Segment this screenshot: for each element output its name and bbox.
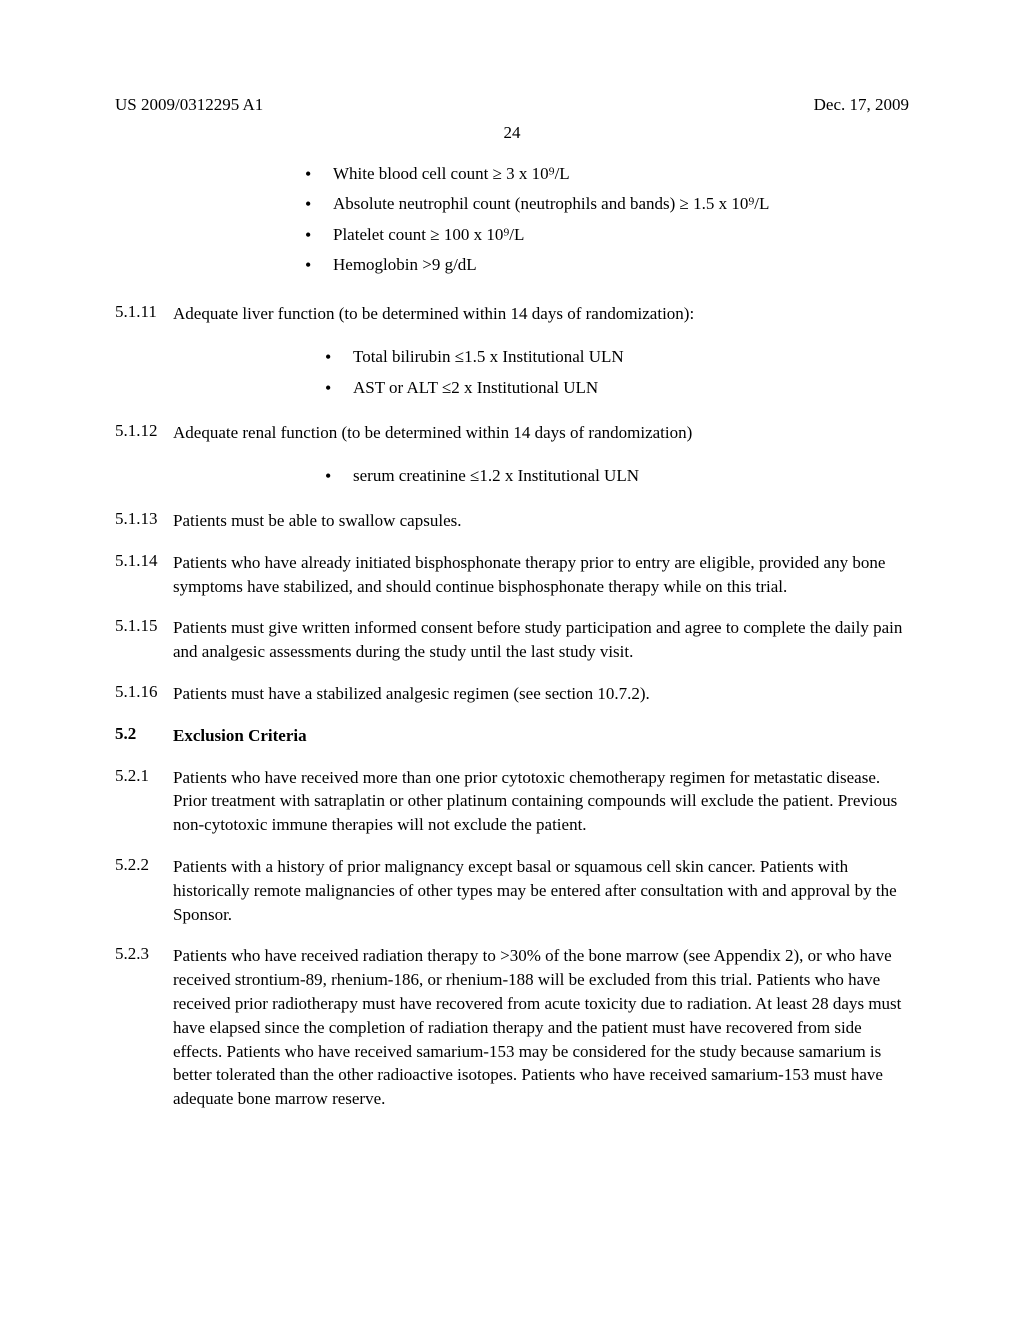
section-5-1-14: 5.1.14 Patients who have already initiat… (115, 551, 909, 599)
section-body: Patients must have a stabilized analgesi… (173, 682, 909, 706)
section-5-1-11-bullets: Total bilirubin ≤1.5 x Institutional ULN… (115, 344, 909, 401)
section-5-2-2: 5.2.2 Patients with a history of prior m… (115, 855, 909, 926)
section-body: Patients must be able to swallow capsule… (173, 509, 909, 533)
section-title: Exclusion Criteria (173, 724, 909, 748)
section-5-1-12-bullets: serum creatinine ≤1.2 x Institutional UL… (115, 463, 909, 489)
section-number: 5.2.2 (115, 855, 173, 926)
section-number: 5.2.1 (115, 766, 173, 837)
section-body: Patients who have already initiated bisp… (173, 551, 909, 599)
list-item: AST or ALT ≤2 x Institutional ULN (325, 375, 909, 401)
section-5-1-11: 5.1.11 Adequate liver function (to be de… (115, 302, 909, 326)
list-item: Hemoglobin >9 g/dL (305, 252, 909, 278)
section-number: 5.2 (115, 724, 173, 748)
section-5-2-1: 5.2.1 Patients who have received more th… (115, 766, 909, 837)
top-bullet-list: White blood cell count ≥ 3 x 10⁹/L Absol… (115, 161, 909, 278)
section-number: 5.1.14 (115, 551, 173, 599)
section-body: Patients with a history of prior maligna… (173, 855, 909, 926)
page-content: US 2009/0312295 A1 Dec. 17, 2009 24 Whit… (0, 0, 1024, 1189)
section-5-2-heading: 5.2 Exclusion Criteria (115, 724, 909, 748)
page-header: US 2009/0312295 A1 Dec. 17, 2009 (115, 95, 909, 115)
header-left: US 2009/0312295 A1 (115, 95, 263, 115)
section-number: 5.2.3 (115, 944, 173, 1111)
header-right: Dec. 17, 2009 (814, 95, 909, 115)
section-number: 5.1.15 (115, 616, 173, 664)
list-item: Total bilirubin ≤1.5 x Institutional ULN (325, 344, 909, 370)
page-number: 24 (115, 123, 909, 143)
section-number: 5.1.12 (115, 421, 173, 445)
section-body: Patients who have received radiation the… (173, 944, 909, 1111)
section-number: 5.1.11 (115, 302, 173, 326)
list-item: Platelet count ≥ 100 x 10⁹/L (305, 222, 909, 248)
section-body: Adequate liver function (to be determine… (173, 302, 909, 326)
section-5-1-13: 5.1.13 Patients must be able to swallow … (115, 509, 909, 533)
list-item: White blood cell count ≥ 3 x 10⁹/L (305, 161, 909, 187)
section-5-1-12: 5.1.12 Adequate renal function (to be de… (115, 421, 909, 445)
section-5-1-16: 5.1.16 Patients must have a stabilized a… (115, 682, 909, 706)
section-number: 5.1.16 (115, 682, 173, 706)
section-5-2-3: 5.2.3 Patients who have received radiati… (115, 944, 909, 1111)
section-body: Patients must give written informed cons… (173, 616, 909, 664)
section-5-1-15: 5.1.15 Patients must give written inform… (115, 616, 909, 664)
section-body: Patients who have received more than one… (173, 766, 909, 837)
section-body: Adequate renal function (to be determine… (173, 421, 909, 445)
section-number: 5.1.13 (115, 509, 173, 533)
list-item: Absolute neutrophil count (neutrophils a… (305, 191, 909, 217)
list-item: serum creatinine ≤1.2 x Institutional UL… (325, 463, 909, 489)
